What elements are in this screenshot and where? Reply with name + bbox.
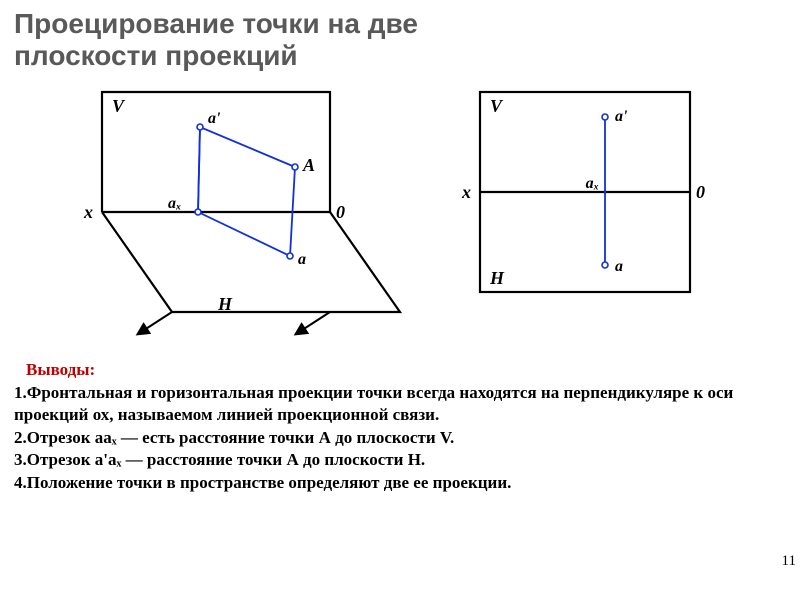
svg-text:A: A [302, 155, 315, 175]
svg-text:V: V [490, 96, 504, 116]
conclusion-text: 2.Отрезок ааₓ — есть расстояние точки А … [14, 428, 454, 447]
conclusion-item: 2.Отрезок ааₓ — есть расстояние точки А … [14, 427, 786, 449]
svg-text:H: H [217, 294, 233, 314]
svg-text:a': a' [208, 110, 221, 127]
conclusion-text: 1.Фронтальная и горизонтальная проекции … [14, 383, 733, 424]
svg-text:a: a [615, 258, 623, 275]
conclusions-header: Выводы: [26, 359, 786, 381]
diagram-2d: V Hx 0 a' aₓ a [450, 82, 705, 312]
svg-text:V: V [112, 96, 126, 116]
conclusion-item: 1.Фронтальная и горизонтальная проекции … [14, 382, 786, 426]
svg-text:a': a' [615, 108, 628, 125]
title-line2: плоскости проекций [14, 40, 298, 71]
svg-text:x: x [461, 182, 471, 202]
svg-text:0: 0 [696, 182, 705, 202]
svg-text:a: a [298, 251, 306, 268]
svg-text:aₓ: aₓ [586, 175, 599, 192]
conclusion-item: 4.Положение точки в пространстве определ… [14, 472, 786, 494]
page-title: Проецирование точки на две плоскости про… [0, 0, 800, 76]
conclusions-block: Выводы: 1.Фронтальная и горизонтальная п… [0, 349, 800, 494]
diagram-3d: V Hx 0 a' Aaₓ a [30, 82, 410, 349]
svg-text:0: 0 [336, 202, 345, 222]
conclusion-text: 3.Отрезок а'аₓ — расстояние точки А до п… [14, 450, 425, 469]
conclusion-item: 3.Отрезок а'аₓ — расстояние точки А до п… [14, 449, 786, 471]
svg-text:H: H [489, 268, 505, 288]
conclusion-text: 4.Положение точки в пространстве определ… [14, 473, 511, 492]
svg-text:x: x [83, 202, 93, 222]
slide-number: 11 [782, 553, 796, 570]
svg-text:aₓ: aₓ [168, 195, 181, 212]
title-line1: Проецирование точки на две [14, 8, 418, 39]
diagrams-row: V Hx 0 a' Aaₓ a V Hx 0 a' aₓ a [0, 76, 800, 349]
